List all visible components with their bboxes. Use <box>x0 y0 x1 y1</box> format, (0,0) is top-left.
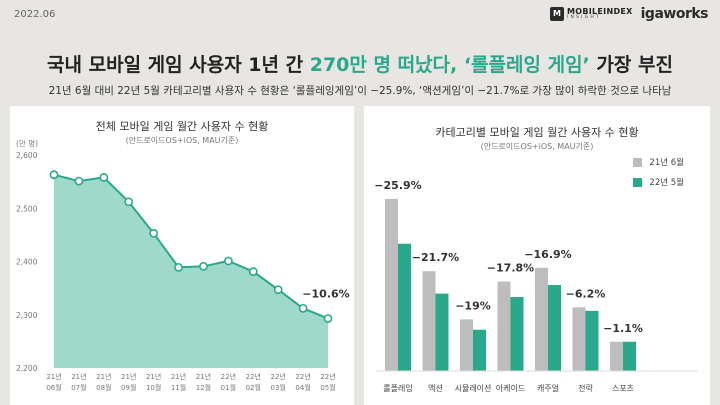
mobileindex-icon: M <box>549 7 564 21</box>
bar-curr <box>623 341 636 371</box>
data-point <box>273 285 283 295</box>
bar-prev <box>385 199 398 371</box>
y-tick-label: 2,400 <box>16 258 38 267</box>
data-point <box>223 256 233 266</box>
category-label: 스포츠 <box>612 384 634 393</box>
data-label: −21.7% <box>412 251 459 264</box>
x-tick-label: 21년 <box>196 372 211 381</box>
x-tick-label: 21년 <box>46 372 61 381</box>
legend-item-curr: 22년 5월 <box>633 176 684 188</box>
category-mau-title: 카테고리별 모바일 게임 월간 사용자 수 현황 <box>435 126 639 139</box>
x-tick-label: 22년 <box>271 372 286 381</box>
x-tick-label: 08월 <box>96 383 111 392</box>
category-mau-bar-chart: −25.9% 롤플레잉 −21.7% 액션 −19% 시뮬레이션 −17.8% 아케이드 −16… <box>374 179 698 393</box>
x-tick-label: 11월 <box>171 383 186 392</box>
subtitle: 21년 6월 대비 22년 5월 카테고리별 사용자 수 현황은 ‘롤플레잉게임… <box>48 85 672 97</box>
total-mau-title: 전체 모바일 게임 월간 사용자 수 현황 <box>95 120 269 133</box>
category-mau-note: (안드로이드OS+iOS, MAU기준) <box>480 142 594 151</box>
y-axis-unit: (만 명) <box>16 138 38 148</box>
chart-legend: 21년 6월 22년 5월 <box>633 156 684 196</box>
data-point <box>99 172 109 182</box>
x-tick-label: 22년 <box>221 372 236 381</box>
bar-curr <box>473 329 486 371</box>
legend-swatch-prev <box>633 157 643 167</box>
change-annotation: −10.6% <box>302 287 349 300</box>
bar-prev <box>497 281 511 371</box>
x-tick-label: 09월 <box>121 383 136 392</box>
legend-label-prev: 21년 6월 <box>649 158 684 168</box>
data-point <box>199 261 208 271</box>
x-tick-label: 21년 <box>171 372 186 381</box>
y-tick-label: 2,600 <box>16 151 38 160</box>
bar-curr <box>398 243 411 371</box>
data-point <box>124 197 134 207</box>
x-tick-label: 06월 <box>46 383 61 392</box>
total-mau-area-chart: (만 명) 2,200 2,300 2,400 2,500 2,600 21년 06월 21년 0… <box>16 138 350 392</box>
headline-part1: 국내 모바일 게임 사용자 1년 간 <box>47 54 310 76</box>
x-tick-label: 01월 <box>221 383 236 392</box>
data-label: −16.9% <box>524 248 571 261</box>
y-tick-label: 2,300 <box>16 311 38 320</box>
data-label: −1.1% <box>603 322 643 335</box>
bar-prev <box>460 319 473 371</box>
category-label: 액션 <box>428 383 443 393</box>
report-date: 2022.06 <box>14 9 56 20</box>
category-label: 아케이드 <box>496 383 525 393</box>
x-tick-label: 03월 <box>271 383 286 392</box>
data-label: −25.9% <box>374 179 421 192</box>
x-tick-label: 22년 <box>246 372 261 381</box>
x-tick-label: 04월 <box>295 383 310 392</box>
bar-curr <box>548 285 561 371</box>
legend-swatch-curr <box>633 177 643 187</box>
data-point <box>174 262 183 272</box>
data-point <box>149 228 159 238</box>
bar-curr <box>510 297 524 371</box>
x-tick-label: 21년 <box>146 372 161 381</box>
headline: 국내 모바일 게임 사용자 1년 간 270만 명 떠났다, ‘롤플레잉 게임’… <box>0 50 720 77</box>
x-tick-label: 21년 <box>121 372 136 381</box>
mobileindex-name: MOBILEINDEX <box>566 6 633 16</box>
data-label: −19% <box>455 299 491 312</box>
bar-curr <box>585 310 599 371</box>
area-fill <box>54 174 328 368</box>
bar-prev <box>535 267 548 371</box>
data-point <box>74 176 84 186</box>
x-tick-label: 05월 <box>320 383 335 392</box>
data-point <box>323 314 333 323</box>
bar-prev <box>610 341 623 371</box>
total-mau-panel: 전체 모바일 게임 월간 사용자 수 현황 (안드로이드OS+iOS, MAU기… <box>10 106 354 405</box>
brand-logos: M MOBILEINDEX INSIGHT igaworks <box>549 6 709 22</box>
data-label: −17.8% <box>487 262 534 275</box>
bar-prev <box>422 271 436 371</box>
x-tick-label: 21년 <box>71 372 86 381</box>
y-tick-label: 2,500 <box>16 204 38 213</box>
x-tick-label: 02월 <box>246 383 261 392</box>
x-tick-label: 10월 <box>146 383 161 392</box>
legend-item-prev: 21년 6월 <box>633 156 684 168</box>
category-mau-panel: 카테고리별 모바일 게임 월간 사용자 수 현황 (안드로이드OS+iOS, M… <box>364 106 710 405</box>
bar-curr <box>435 293 449 371</box>
mobileindex-insight: INSIGHT <box>566 14 601 20</box>
category-label: 전략 <box>578 383 593 393</box>
headline-part2: 가장 부진 <box>589 54 673 76</box>
category-label: 롤플레잉 <box>383 383 412 393</box>
data-point <box>248 267 258 277</box>
legend-label-curr: 22년 5월 <box>649 178 684 188</box>
data-point <box>49 170 59 180</box>
headline-highlight: 270만 명 떠났다, ‘롤플레잉 게임’ <box>309 54 590 76</box>
x-tick-label: 21년 <box>96 372 111 381</box>
data-point <box>298 303 308 313</box>
data-label: −6.2% <box>566 287 606 300</box>
x-tick-label: 22년 <box>295 372 310 381</box>
x-tick-label: 22년 <box>320 372 335 381</box>
category-label: 캐주얼 <box>537 383 559 393</box>
x-tick-label: 07월 <box>71 383 86 392</box>
igaworks-logo: igaworks <box>640 6 709 22</box>
category-label: 시뮬레이션 <box>455 383 492 393</box>
bar-prev <box>572 307 586 371</box>
y-tick-label: 2,200 <box>16 364 38 373</box>
x-tick-label: 12월 <box>196 383 211 392</box>
mobileindex-logo: M MOBILEINDEX INSIGHT <box>549 6 633 21</box>
total-mau-note: (안드로이드OS+iOS, MAU기준) <box>125 136 239 145</box>
